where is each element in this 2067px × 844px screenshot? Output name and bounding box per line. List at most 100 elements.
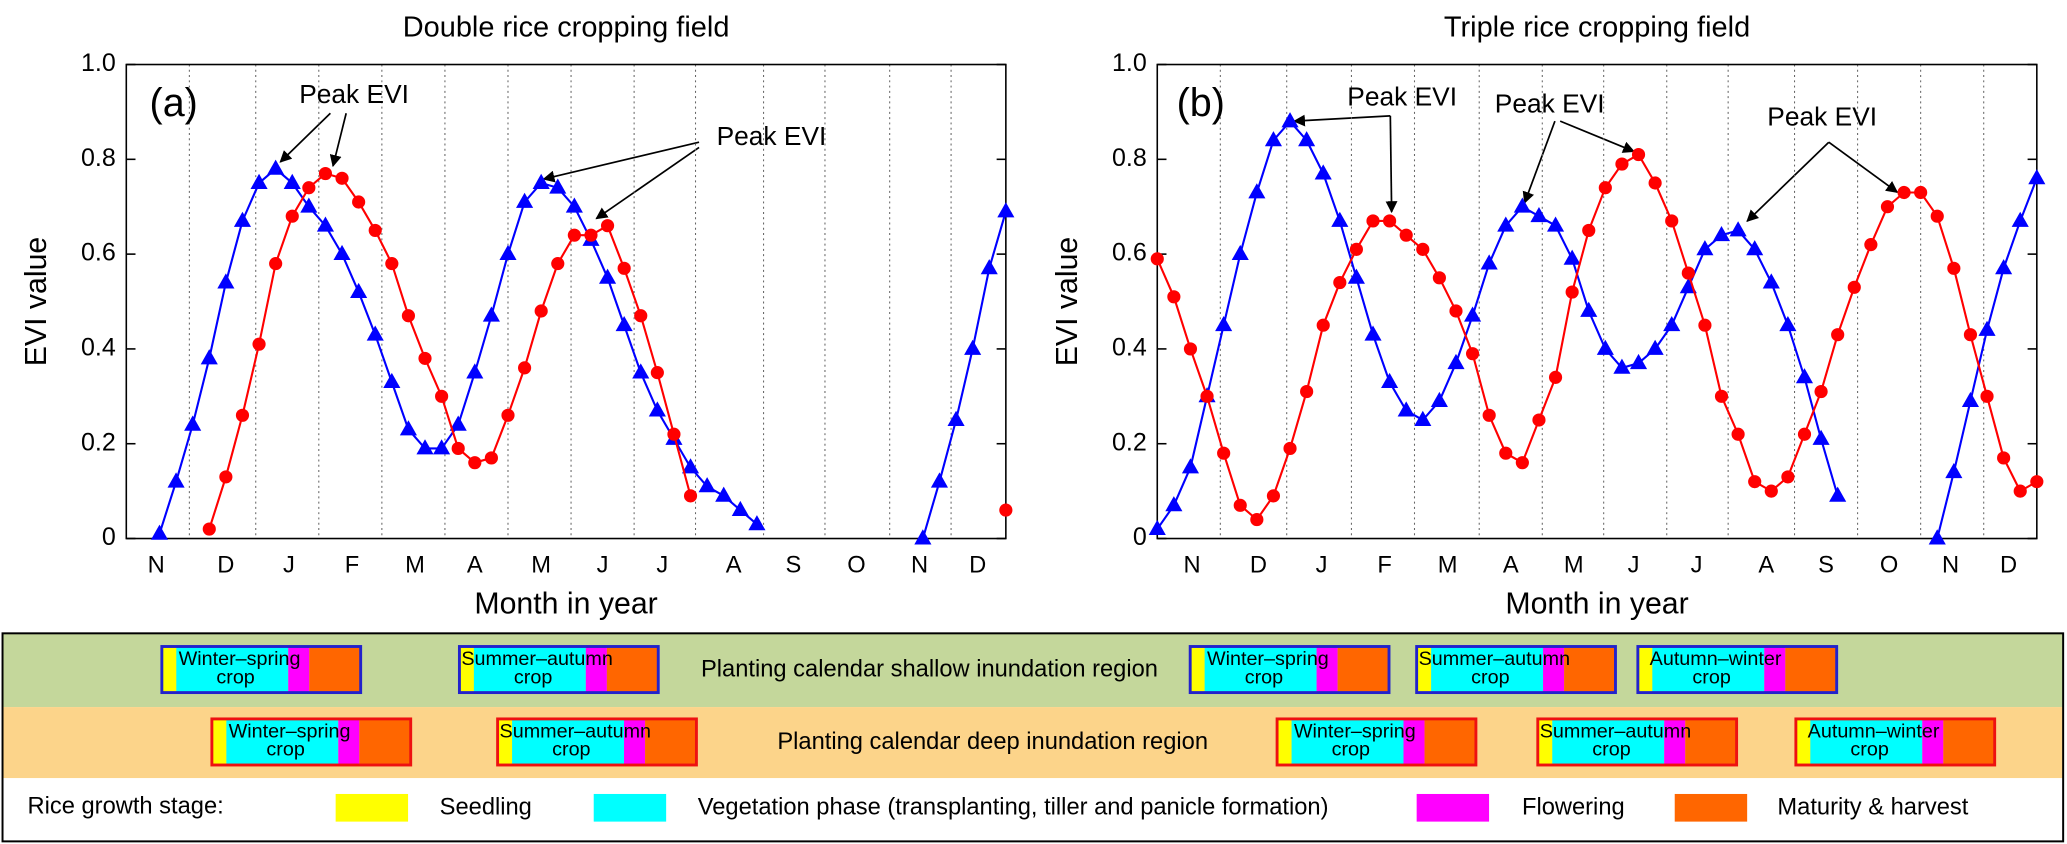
legend-swatch: [335, 793, 409, 822]
triangle-marker: [980, 259, 998, 275]
stage-segment: [606, 646, 659, 693]
triangle-marker: [1729, 221, 1747, 237]
plot-frame: [1156, 63, 2038, 540]
x-tick-label: J: [1691, 552, 1703, 578]
x-tick-label: S: [786, 552, 802, 578]
triangle-marker: [1181, 458, 1200, 474]
crop-box: [210, 717, 413, 767]
circle-marker: [418, 351, 432, 365]
crop-label: Autumn–winter: [1650, 648, 1782, 670]
legend-swatch: [593, 793, 667, 822]
stage-segment: [1291, 718, 1404, 765]
triangle-marker: [1546, 216, 1565, 232]
crop-label: crop: [514, 666, 552, 688]
circle-marker: [401, 309, 416, 323]
circle-marker: [1897, 185, 1911, 200]
triangle-marker: [532, 173, 550, 189]
triangle-marker: [1347, 268, 1365, 284]
triangle-marker: [516, 192, 534, 208]
legend-swatch: [1416, 793, 1490, 822]
annotation: (a): [150, 81, 198, 125]
circle-marker: [1980, 389, 1994, 403]
circle-marker: [1183, 342, 1198, 356]
triangle-marker: [1231, 244, 1249, 261]
y-tick-label: 0.6: [1112, 239, 1147, 267]
circle-marker: [1200, 389, 1214, 403]
stage-segment: [338, 718, 360, 765]
x-tick-label: A: [467, 552, 483, 578]
y-tick-label: 1.0: [81, 49, 116, 77]
triangle-marker: [1281, 112, 1299, 128]
circle-marker: [1150, 252, 1164, 266]
triangle-marker: [715, 486, 733, 502]
chart-title: Double rice cropping field: [403, 12, 730, 44]
stage-segment: [1316, 646, 1338, 693]
x-tick-label: N: [1184, 552, 1201, 578]
crop-label: crop: [1332, 739, 1370, 761]
circle-marker: [335, 171, 349, 185]
y-tick-label: 0.6: [81, 239, 116, 267]
circle-marker: [202, 522, 216, 536]
triangle-marker: [1795, 368, 1814, 384]
arrow: [595, 146, 700, 220]
triangle-marker: [549, 178, 567, 194]
circle-marker: [1482, 408, 1496, 422]
series-line: [1156, 119, 2038, 539]
stage-segment: [1190, 646, 1205, 693]
circle-marker: [435, 389, 449, 403]
circle-marker: [1963, 328, 1978, 342]
x-tick-label: F: [1377, 552, 1391, 578]
triangle-marker: [1248, 183, 1266, 199]
triangle-marker: [200, 349, 218, 365]
circle-marker: [1383, 214, 1397, 228]
x-tick-label: N: [1942, 552, 1959, 578]
circle-marker: [1532, 413, 1546, 427]
triangle-marker: [964, 339, 982, 355]
triangle-marker: [1596, 339, 1614, 355]
stage-segment: [1277, 718, 1292, 765]
stage-segment: [1785, 646, 1837, 693]
triangle-marker: [1961, 391, 1979, 407]
triangle-marker: [748, 515, 766, 531]
triangle-marker: [333, 244, 351, 261]
triangle-marker: [283, 173, 301, 189]
y-axis-label: EVI value: [20, 237, 53, 367]
circle-marker: [617, 261, 631, 275]
triangle-marker: [632, 363, 650, 379]
circle-marker: [1781, 470, 1795, 484]
triangle-marker: [1447, 353, 1465, 370]
triangle-marker: [1381, 372, 1399, 389]
circle-marker: [518, 361, 532, 375]
circle-marker: [451, 441, 465, 456]
circle-marker: [1349, 242, 1363, 256]
triangle-marker: [1646, 339, 1664, 355]
circle-marker: [584, 228, 598, 242]
triangle-marker: [615, 316, 633, 332]
triangle-marker: [1264, 131, 1282, 147]
stage-segment: [585, 646, 607, 693]
x-tick-label: M: [1564, 552, 1584, 578]
triangle-marker: [217, 273, 235, 289]
circle-marker: [269, 257, 283, 271]
circle-marker: [1316, 318, 1330, 332]
triangle-marker: [1414, 410, 1432, 426]
circle-marker: [1947, 261, 1961, 275]
triangle-marker: [947, 410, 965, 426]
triangle-marker: [383, 372, 401, 389]
triangle-marker: [1314, 164, 1332, 180]
x-tick-label: J: [597, 552, 609, 578]
triangle-marker: [433, 439, 451, 455]
circle-marker: [1366, 214, 1380, 228]
annotation: Peak EVI: [1767, 101, 1877, 131]
x-axis-label: Month in year: [1505, 588, 1688, 621]
triangle-marker: [1580, 301, 1598, 317]
triangle-marker: [267, 159, 285, 175]
y-tick-label: 0.8: [81, 144, 116, 172]
y-tick-label: 0.2: [81, 428, 116, 456]
circle-marker: [1831, 328, 1845, 342]
series-line: [158, 167, 1007, 539]
crop-box: [1415, 645, 1617, 695]
circle-marker: [318, 166, 333, 181]
x-tick-label: O: [847, 552, 865, 578]
y-axis-label: EVI value: [1051, 237, 1084, 367]
